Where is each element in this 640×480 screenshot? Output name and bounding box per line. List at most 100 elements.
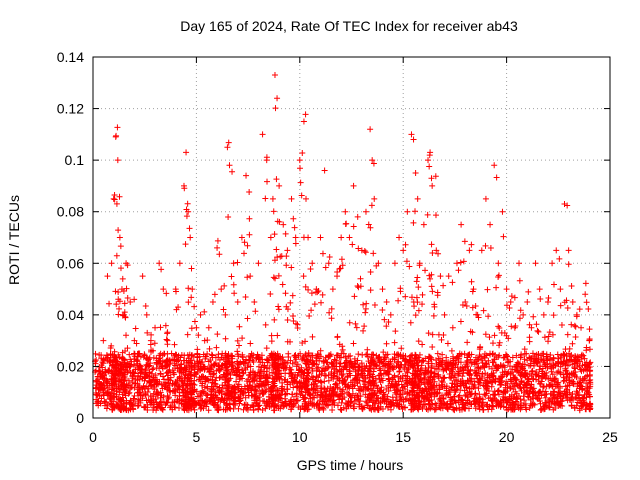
data-point <box>169 406 176 413</box>
data-point <box>139 273 146 280</box>
data-point <box>121 371 128 378</box>
data-point <box>516 315 523 322</box>
data-point <box>474 311 481 318</box>
data-point <box>383 340 390 347</box>
data-point <box>116 305 123 312</box>
data-point <box>325 260 332 267</box>
data-point <box>247 273 254 280</box>
data-point <box>453 260 460 267</box>
data-point <box>272 105 279 112</box>
data-point <box>334 333 341 340</box>
data-point <box>148 397 155 404</box>
data-point <box>224 144 231 151</box>
data-point <box>148 331 155 338</box>
data-point <box>516 277 523 284</box>
data-point <box>275 306 282 313</box>
data-point <box>279 281 286 288</box>
data-point <box>561 200 568 207</box>
data-point <box>151 340 158 347</box>
data-point <box>117 265 124 272</box>
data-point <box>123 361 130 368</box>
data-point <box>300 273 307 280</box>
data-point <box>410 219 417 226</box>
data-point <box>334 273 341 280</box>
data-point <box>111 196 118 203</box>
data-point <box>457 318 464 325</box>
data-point <box>338 256 345 263</box>
data-point <box>346 234 353 241</box>
data-point <box>97 400 104 407</box>
data-point <box>234 348 241 355</box>
data-point <box>100 391 107 398</box>
data-point <box>188 265 195 272</box>
data-point <box>392 328 399 335</box>
data-point <box>225 381 232 388</box>
data-point <box>419 341 426 348</box>
data-point <box>276 182 283 189</box>
data-point <box>196 353 203 360</box>
data-point <box>185 208 192 215</box>
y-tick-label: 0.14 <box>57 49 84 65</box>
data-point <box>213 344 220 351</box>
data-point <box>362 305 369 312</box>
data-point <box>204 337 211 344</box>
data-point <box>116 298 123 305</box>
data-point <box>362 208 369 215</box>
data-point <box>129 402 136 409</box>
data-point <box>208 351 215 358</box>
data-point <box>415 284 422 291</box>
data-point <box>163 290 170 297</box>
data-point <box>137 353 144 360</box>
data-point <box>226 162 233 169</box>
data-point <box>296 157 303 164</box>
data-point <box>308 290 315 297</box>
data-point <box>186 225 193 232</box>
data-point <box>350 182 357 189</box>
data-point <box>158 266 165 273</box>
data-point <box>214 331 221 338</box>
data-point <box>328 315 335 322</box>
data-point <box>477 344 484 351</box>
data-point <box>127 406 134 413</box>
data-point <box>468 278 475 285</box>
data-point <box>275 303 282 310</box>
data-point <box>131 353 138 360</box>
data-point <box>131 337 138 344</box>
data-point <box>314 289 321 296</box>
data-point <box>544 298 551 305</box>
data-point <box>167 388 174 395</box>
data-point <box>482 331 489 338</box>
data-point <box>328 305 335 312</box>
data-point <box>134 358 141 365</box>
data-point <box>271 316 278 323</box>
data-point <box>153 381 160 388</box>
data-point <box>354 213 361 220</box>
data-point <box>269 195 276 202</box>
data-point <box>184 331 191 338</box>
data-point <box>395 297 402 304</box>
data-point <box>204 385 211 392</box>
data-point <box>110 195 117 202</box>
data-point <box>197 389 204 396</box>
data-point <box>208 386 215 393</box>
data-point <box>360 301 367 308</box>
data-point <box>108 260 115 267</box>
data-point <box>441 311 448 318</box>
data-point <box>292 234 299 241</box>
data-point <box>367 287 374 294</box>
data-point <box>415 338 422 345</box>
data-point <box>197 401 204 408</box>
data-point <box>116 193 123 200</box>
data-point <box>493 174 500 181</box>
data-point <box>408 131 415 138</box>
data-point <box>101 398 108 405</box>
x-tick-label: 25 <box>602 429 618 445</box>
data-point <box>291 224 298 231</box>
data-point <box>210 385 217 392</box>
data-point <box>485 313 492 320</box>
x-tick-labels: 0 5 10 15 20 25 <box>89 429 618 445</box>
data-point <box>187 234 194 241</box>
data-point <box>545 294 552 301</box>
data-point <box>219 382 226 389</box>
